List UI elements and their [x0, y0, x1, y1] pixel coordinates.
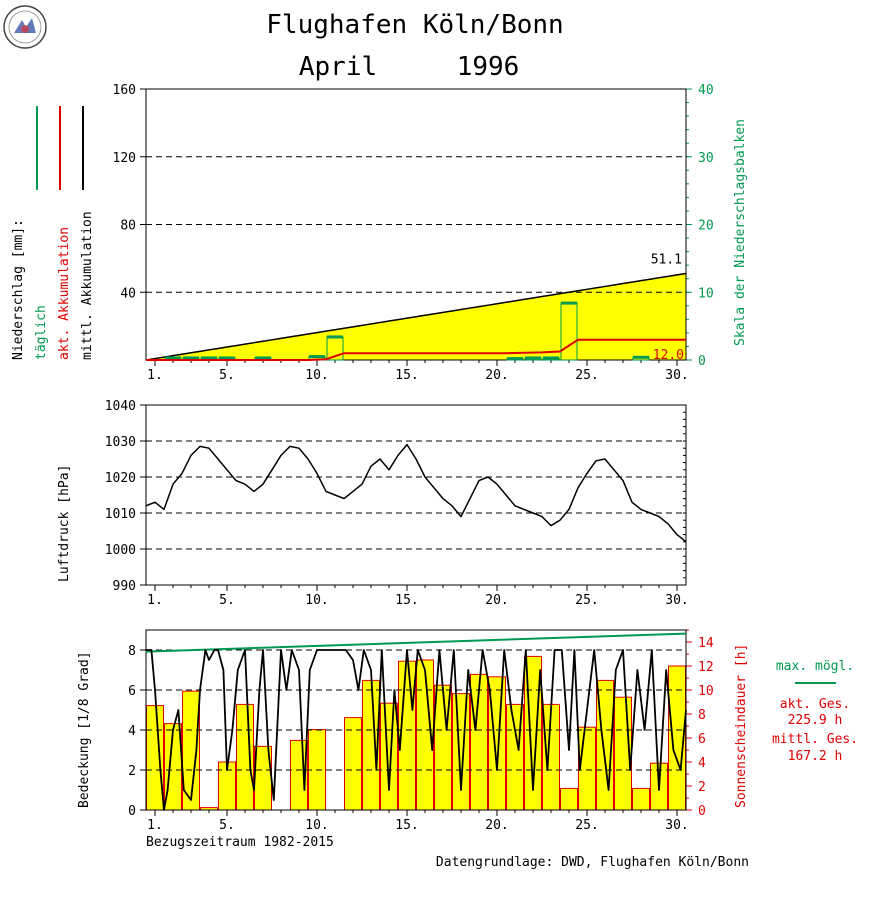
sunshine-legend: max. mögl. akt. Ges. 225.9 h mittl. Ges.… [772, 659, 858, 764]
y-tick-label: 1010 [105, 507, 136, 522]
sunshine-bar [632, 787, 650, 811]
y2-tick-label: 6 [698, 732, 706, 747]
legend-label-mean: mittl. Akkumulation [80, 211, 95, 360]
y2-tick-label: 0 [698, 804, 706, 819]
y-tick-label: 0 [128, 804, 136, 819]
logo [3, 5, 47, 49]
pressure-line [145, 443, 687, 543]
act-total-value: 225.9 h [788, 713, 843, 728]
x-tick-label: 10. [305, 818, 328, 833]
x-tick-label: 1. [147, 818, 163, 833]
x-tick-label: 15. [395, 818, 418, 833]
x-tick-label: 20. [485, 818, 508, 833]
sunshine-bar [146, 705, 164, 811]
x-tick-label: 30. [665, 818, 688, 833]
y-tick-label: 160 [113, 83, 136, 98]
mean-total-label: mittl. Ges. [772, 732, 858, 747]
y2-tick-label: 4 [698, 756, 706, 771]
y2-tick-label: 20 [698, 219, 714, 234]
data-source: Datengrundlage: DWD, Flughafen Köln/Bonn [436, 855, 749, 870]
pressure-panel: 990 1000 1010 1020 1030 1040 1. 5. 10. 15. 20. 25. 3… [105, 399, 689, 608]
mean-accumulation-line [145, 272, 687, 361]
x-tick-label: 5. [219, 368, 235, 383]
y2-tick-label: 8 [698, 708, 706, 723]
cloud-axis-label: Bedeckung [1/8 Grad] [77, 651, 92, 808]
x-tick-label: 5. [219, 818, 235, 833]
sunshine-bar [344, 717, 362, 811]
x-tick-label: 20. [485, 593, 508, 608]
mean-accumulation-value: 51.1 [651, 252, 682, 267]
x-tick-label: 30. [665, 368, 688, 383]
actual-accumulation-line [146, 338, 686, 361]
x-tick-label: 15. [395, 593, 418, 608]
x-tick-label: 20. [485, 368, 508, 383]
sunshine-bar [452, 693, 470, 811]
y2-tick-label: 12 [698, 660, 714, 675]
sunshine-bar [578, 726, 596, 811]
max-possible-label: max. mögl. [776, 659, 854, 674]
x-tick-label: 30. [665, 593, 688, 608]
y-tick-label: 8 [128, 644, 136, 659]
legend-label-axis: Niederschlag [mm]: [11, 219, 26, 360]
sunshine-bar [380, 702, 398, 811]
x-tick-label: 10. [305, 368, 328, 383]
y-tick-label: 1000 [105, 543, 136, 558]
x-tick-label: 15. [395, 368, 418, 383]
y-tick-label: 80 [120, 219, 136, 234]
x-tick-label: 5. [219, 593, 235, 608]
title-month: April [299, 52, 377, 82]
cloud-cover-line [146, 649, 687, 811]
y-tick-label: 4 [128, 724, 136, 739]
x-tick-label: 25. [575, 818, 598, 833]
title-year: 1996 [457, 52, 520, 82]
legend-precip: Niederschlag [mm]: täglich akt. Akkumula… [11, 106, 95, 360]
y2-tick-label: 10 [698, 684, 714, 699]
precipitation-panel: 40 80 120 160 0 10 20 30 40 1. 5. 10. 15. 20. 25. 30. 51… [113, 83, 714, 383]
reference-period: Bezugszeitraum 1982-2015 [146, 835, 334, 850]
y-tick-label: 1020 [105, 471, 136, 486]
sunshine-bar [560, 787, 578, 811]
y-tick-label: 2 [128, 764, 136, 779]
plot-frame [145, 404, 687, 586]
plot-frame [145, 88, 687, 361]
legend-label-act: akt. Akkumulation [57, 227, 72, 360]
precip-right-axis-label: Skala der Niederschlagsbalken [733, 119, 748, 346]
x-tick-label: 10. [305, 593, 328, 608]
x-tick-label: 1. [147, 368, 163, 383]
title-station: Flughafen Köln/Bonn [266, 10, 563, 40]
y-tick-label: 120 [113, 151, 136, 166]
max-possible-line [145, 632, 687, 653]
x-tick-label: 1. [147, 593, 163, 608]
y-tick-label: 6 [128, 684, 136, 699]
y-tick-label: 1040 [105, 399, 136, 414]
legend-label-daily: täglich [34, 305, 49, 360]
sunshine-bar [236, 703, 254, 811]
y2-tick-label: 2 [698, 780, 706, 795]
mean-total-value: 167.2 h [788, 749, 843, 764]
y2-tick-label: 14 [698, 636, 714, 651]
x-tick-label: 25. [575, 368, 598, 383]
y2-tick-label: 0 [698, 354, 706, 369]
y2-tick-label: 30 [698, 151, 714, 166]
y2-tick-label: 10 [698, 286, 714, 301]
pressure-axis-label: Luftdruck [hPa] [57, 465, 72, 582]
actual-accumulation-value: 12.0 [653, 348, 684, 363]
x-tick-label: 25. [575, 593, 598, 608]
y-tick-label: 40 [120, 286, 136, 301]
sunshine-axis-label: Sonnenscheindauer [h] [734, 644, 749, 808]
y-tick-label: 990 [113, 579, 136, 594]
y-tick-label: 1030 [105, 435, 136, 450]
cloud-sunshine-panel: 0 2 4 6 8 0 2 4 6 8 10 12 14 1. 5. 10. 15. 20. 25. 30. [128, 629, 714, 833]
y2-tick-label: 40 [698, 83, 714, 98]
act-total-label: akt. Ges. [780, 697, 850, 712]
